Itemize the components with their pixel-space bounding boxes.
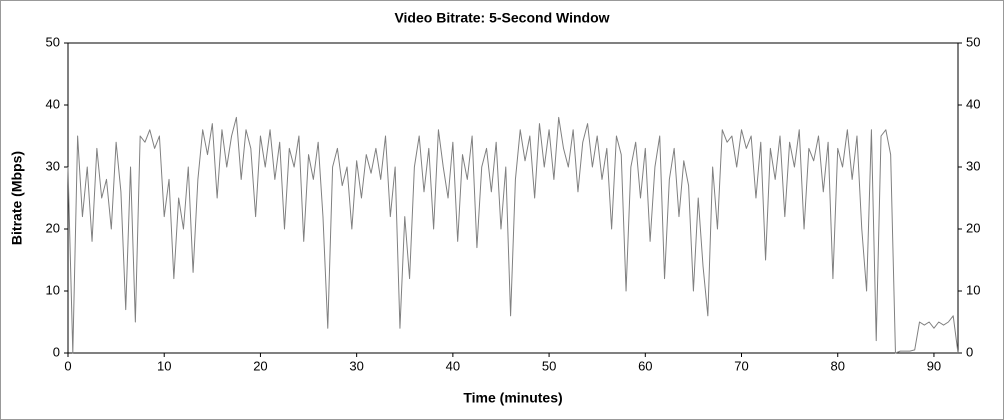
y-tick-label: 20: [46, 220, 60, 235]
y2-tick-label: 40: [966, 96, 980, 111]
y-axis-label: Bitrate (Mbps): [9, 151, 25, 245]
x-tick-label: 10: [157, 358, 171, 373]
y2-tick-label: 10: [966, 282, 980, 297]
x-tick-label: 50: [542, 358, 556, 373]
data-line: [67, 116, 959, 354]
x-axis-label: Time (minutes): [463, 390, 562, 406]
y2-tick-label: 0: [966, 344, 973, 359]
y-tick-label: 0: [53, 344, 60, 359]
x-tick-label: 40: [446, 358, 460, 373]
x-tick-label: 90: [927, 358, 941, 373]
y2-tick-label: 50: [966, 34, 980, 49]
plot-area: [67, 42, 959, 354]
x-tick-label: 70: [734, 358, 748, 373]
y2-tick-label: 20: [966, 220, 980, 235]
y-tick-label: 50: [46, 34, 60, 49]
y-tick-label: 40: [46, 96, 60, 111]
x-tick-label: 20: [253, 358, 267, 373]
x-tick-label: 60: [638, 358, 652, 373]
x-tick-label: 80: [830, 358, 844, 373]
x-tick-label: 0: [64, 358, 71, 373]
x-tick-label: 30: [349, 358, 363, 373]
chart-title: Video Bitrate: 5-Second Window: [394, 10, 609, 26]
y2-tick-label: 30: [966, 158, 980, 173]
y-tick-label: 30: [46, 158, 60, 173]
y-tick-label: 10: [46, 282, 60, 297]
